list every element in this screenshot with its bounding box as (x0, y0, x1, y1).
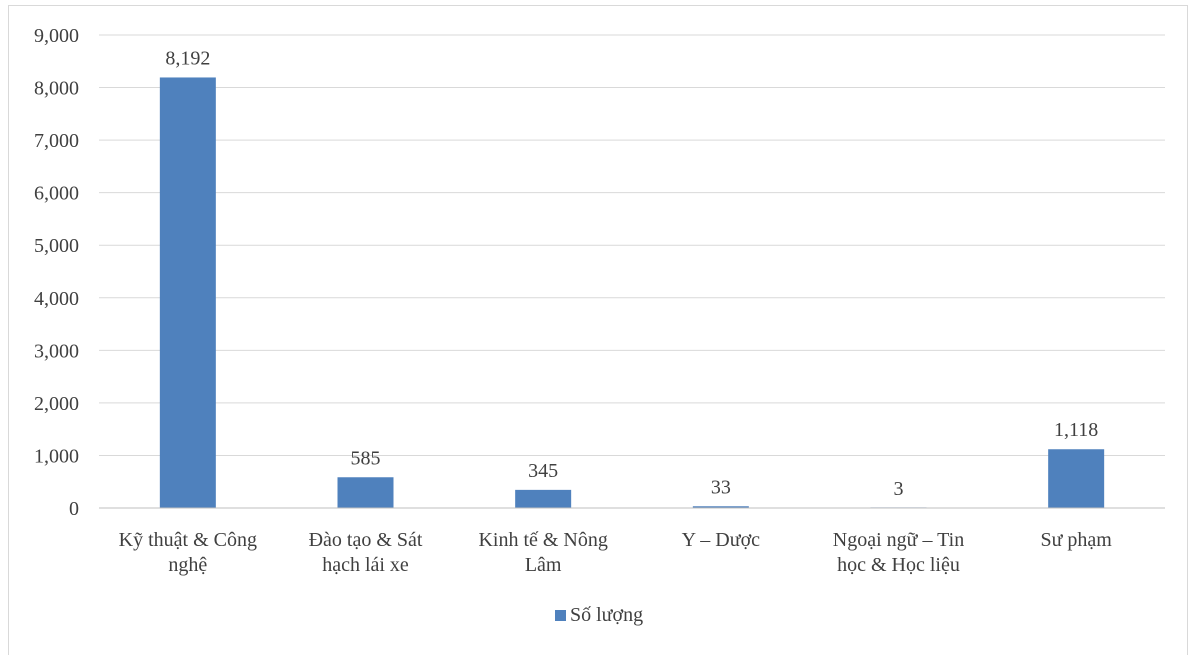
bar-5 (1048, 449, 1105, 508)
x-category-label-4: học & Học liệu (837, 554, 960, 576)
data-label-3: 33 (711, 476, 731, 498)
x-category-label-3: Y – Dược (682, 529, 761, 551)
legend-swatch (555, 610, 566, 621)
x-axis: Kỹ thuật & Công nghệ Đào tạo & Sát hạch lái… (99, 507, 1165, 576)
x-category-label-0: nghệ (168, 554, 207, 576)
y-tick-label: 8,000 (34, 78, 79, 100)
x-category-label-2: Lâm (525, 554, 562, 576)
chart-frame (8, 5, 1188, 655)
y-axis: 0 1,000 2,000 3,000 4,000 5,000 6,000 7,000 8,00… (34, 25, 79, 520)
bars (159, 77, 1105, 508)
y-tick-label: 2,000 (34, 393, 79, 415)
gridlines (99, 34, 1165, 456)
x-category-label-1: Đào tạo & Sát (309, 529, 423, 551)
x-category-label-1: hạch lái xe (322, 554, 409, 576)
data-label-0: 8,192 (165, 47, 210, 69)
x-category-label-5: Sư phạm (1040, 529, 1112, 551)
y-tick-label: 3,000 (34, 340, 79, 362)
bar-1 (337, 477, 394, 508)
y-tick-label: 4,000 (34, 288, 79, 310)
data-label-4: 3 (894, 478, 904, 500)
data-label-2: 345 (528, 460, 558, 482)
y-tick-label: 7,000 (34, 130, 79, 152)
legend-label: Số lượng (570, 604, 643, 626)
x-category-label-0: Kỹ thuật & Công (119, 529, 257, 551)
bar-3 (692, 506, 749, 508)
data-label-1: 585 (351, 447, 381, 469)
legend: Số lượng (555, 604, 643, 626)
x-category-label-2: Kinh tế & Nông (478, 529, 607, 551)
x-category-label-4: Ngoại ngữ – Tin (833, 529, 964, 551)
bar-0 (159, 77, 216, 508)
y-tick-label: 9,000 (34, 25, 79, 47)
bar-2 (515, 489, 572, 508)
y-tick-label: 0 (69, 498, 79, 520)
y-tick-label: 5,000 (34, 235, 79, 257)
y-tick-label: 1,000 (34, 445, 79, 467)
y-tick-label: 6,000 (34, 183, 79, 205)
data-label-5: 1,118 (1054, 419, 1098, 441)
